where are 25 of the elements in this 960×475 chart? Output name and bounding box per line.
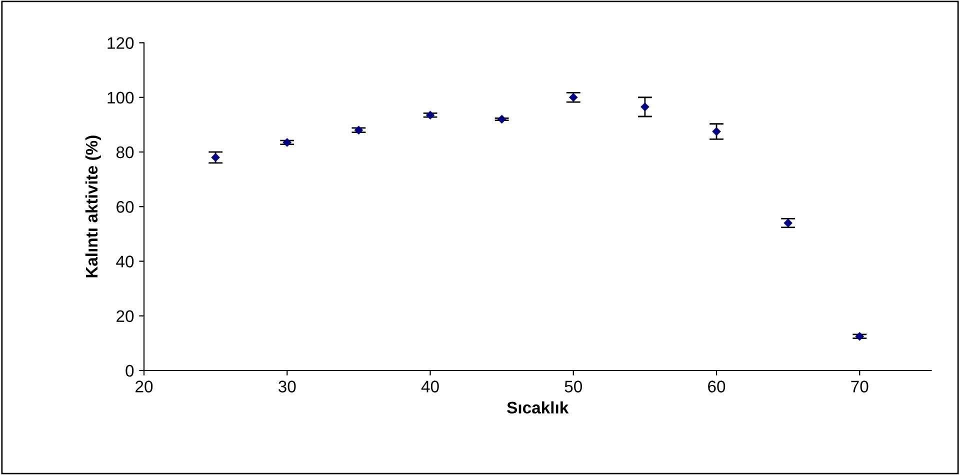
point [784, 218, 792, 228]
point [856, 332, 864, 340]
x-tick-label: 70 [851, 380, 868, 392]
point [426, 110, 434, 120]
point [712, 127, 721, 136]
x-tick-label: 50 [564, 380, 582, 392]
y-tick-label: 60 [116, 201, 134, 213]
point [569, 93, 578, 102]
point [498, 115, 506, 124]
y-tick-label: 20 [116, 310, 134, 322]
point [640, 102, 650, 112]
point [211, 153, 220, 162]
y-tick-label: 100 [108, 92, 134, 104]
x-axis-title: Sıcaklık [507, 401, 569, 414]
y-axis-title: Kalıntı aktivite (%) [85, 136, 101, 278]
y-tick-label: 0 [126, 364, 134, 377]
y-tick-label: 80 [116, 146, 134, 158]
y-tick-label: 120 [108, 37, 134, 49]
x-tick-label: 30 [278, 380, 296, 392]
point [282, 138, 292, 147]
point [354, 126, 363, 134]
x-tick-label: 60 [708, 380, 726, 392]
x-tick-label: 20 [136, 380, 153, 392]
x-tick-label: 40 [421, 380, 439, 392]
y-tick-label: 40 [116, 256, 134, 268]
